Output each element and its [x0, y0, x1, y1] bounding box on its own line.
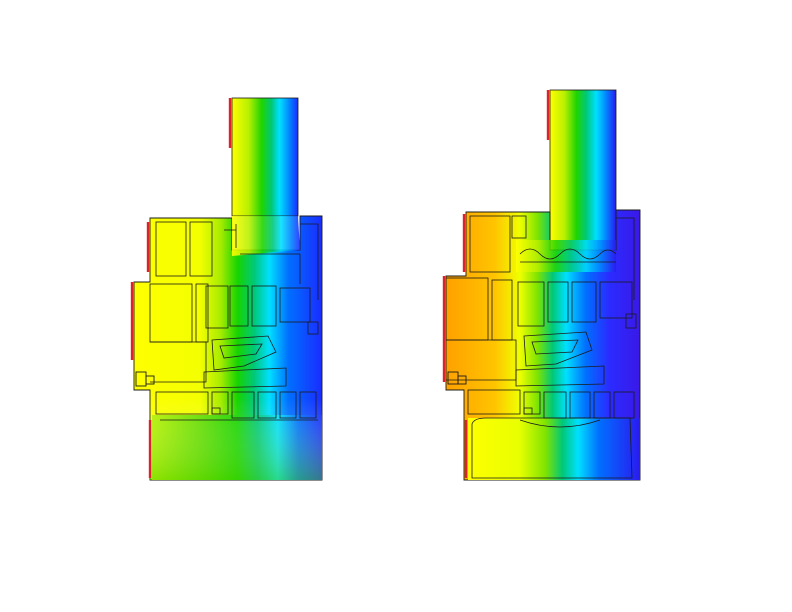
right-bottom-sill	[468, 418, 640, 480]
left-glazing-bead	[232, 216, 300, 256]
right-glazing-pane	[550, 90, 616, 250]
right-glazing-bead	[516, 240, 616, 272]
left-thermal-section	[132, 98, 322, 480]
left-glazing-pane	[232, 98, 298, 216]
left-lower-shading	[150, 300, 322, 480]
right-thermal-section	[444, 90, 640, 480]
